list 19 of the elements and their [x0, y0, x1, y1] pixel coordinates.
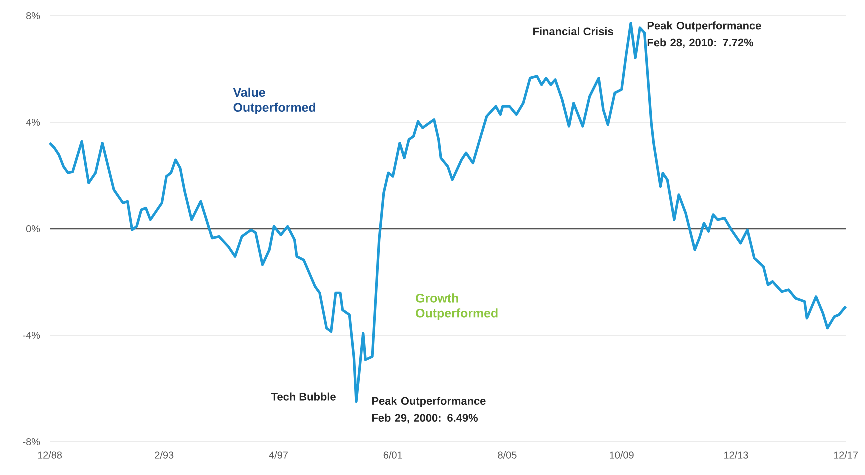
y-tick-label: 4%	[26, 119, 40, 126]
x-tick-label: 10/09	[610, 452, 634, 459]
annotation: Peak Outperformance Feb 28, 2010: 7.72%	[648, 22, 762, 48]
annotation: Value Outperformed	[233, 88, 316, 114]
x-tick-label: 12/88	[38, 452, 62, 459]
annotation: Peak Outperformance Feb 29, 2000: 6.49%	[372, 397, 486, 424]
x-tick-label: 6/01	[384, 452, 402, 459]
y-tick-label: 0%	[26, 225, 40, 233]
annotation: Tech Bubble	[271, 392, 336, 401]
x-tick-label: 2/93	[155, 452, 174, 459]
annotation: Growth Outperformed	[416, 294, 498, 320]
x-tick-label: 12/13	[724, 452, 748, 459]
annotation: Financial Crisis	[534, 27, 614, 36]
x-tick-label: 4/97	[269, 452, 288, 459]
y-tick-label: 8%	[26, 12, 40, 20]
y-tick-label: -4%	[23, 332, 40, 339]
x-tick-label: 12/17	[834, 452, 858, 459]
x-tick-label: 8/05	[498, 452, 517, 459]
y-tick-label: -8%	[23, 438, 40, 446]
